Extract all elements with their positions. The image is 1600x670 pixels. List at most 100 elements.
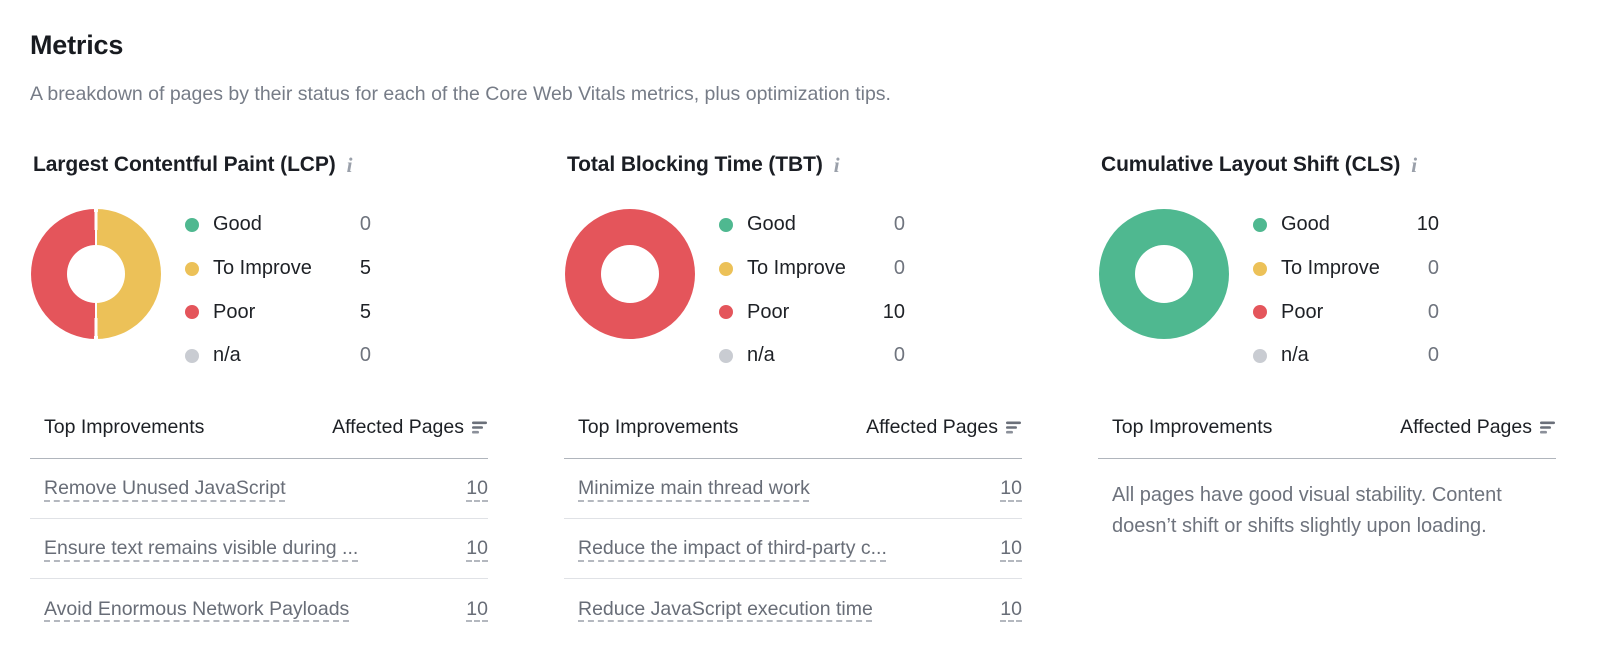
improvements-table: Top Improvements Affected Pages Remove U… bbox=[30, 415, 488, 639]
metric-title-row: Total Blocking Time (TBT) i bbox=[564, 152, 1022, 178]
legend-color-dot bbox=[185, 217, 199, 232]
column-header-affected-pages: Affected Pages bbox=[332, 415, 488, 439]
legend-color-dot bbox=[719, 217, 733, 232]
improvement-link[interactable]: Minimize main thread work bbox=[578, 477, 810, 499]
sort-descending-icon[interactable] bbox=[472, 421, 488, 434]
table-row: Avoid Enormous Network Payloads 10 bbox=[30, 579, 488, 639]
legend-color-dot bbox=[185, 348, 199, 363]
legend-label: Poor bbox=[747, 300, 790, 323]
table-row: Reduce the impact of third-party c... 10 bbox=[564, 519, 1022, 579]
metric-title: Largest Contentful Paint (LCP) bbox=[33, 153, 336, 176]
affected-pages-value[interactable]: 10 bbox=[1000, 597, 1022, 620]
donut-chart[interactable] bbox=[565, 209, 695, 339]
legend-row: To Improve 5 bbox=[185, 247, 371, 291]
donut-chart[interactable] bbox=[31, 209, 161, 339]
metric-title: Total Blocking Time (TBT) bbox=[567, 153, 823, 176]
legend-row: Good 0 bbox=[719, 203, 905, 247]
legend-count: 0 bbox=[893, 344, 905, 367]
legend-count: 0 bbox=[359, 213, 371, 236]
legend-label: Poor bbox=[1281, 300, 1324, 323]
info-icon[interactable]: i bbox=[1411, 153, 1418, 177]
legend-color-dot bbox=[185, 261, 199, 276]
legend-count: 0 bbox=[1427, 257, 1439, 280]
legend-label: To Improve bbox=[747, 257, 846, 280]
metrics-section: Metrics A breakdown of pages by their st… bbox=[30, 30, 1556, 639]
metric-column: Largest Contentful Paint (LCP) i Good 0 … bbox=[30, 152, 488, 639]
legend-count: 0 bbox=[1427, 300, 1439, 323]
affected-pages-value[interactable]: 10 bbox=[1000, 537, 1022, 559]
legend-color-dot bbox=[1253, 305, 1267, 320]
legend-count: 0 bbox=[359, 344, 371, 367]
legend-label: To Improve bbox=[1281, 257, 1380, 280]
sort-descending-icon[interactable] bbox=[1540, 421, 1556, 434]
sort-descending-icon[interactable] bbox=[1006, 421, 1022, 434]
legend-color-dot bbox=[1253, 261, 1267, 276]
status-note: All pages have good visual stability. Co… bbox=[1112, 484, 1502, 537]
page-title: Metrics bbox=[30, 30, 124, 60]
info-icon[interactable]: i bbox=[346, 153, 353, 177]
info-icon[interactable]: i bbox=[833, 153, 840, 177]
metric-title-row: Cumulative Layout Shift (CLS) i bbox=[1098, 152, 1556, 178]
legend-count: 5 bbox=[359, 257, 371, 280]
legend-color-dot bbox=[719, 348, 733, 363]
table-row: Reduce JavaScript execution time 10 bbox=[564, 579, 1022, 639]
legend-row: n/a 0 bbox=[185, 334, 371, 378]
legend-row: Good 10 bbox=[1253, 203, 1439, 247]
chart-legend: Good 0 To Improve 5 Poor 5 bbox=[185, 203, 371, 366]
table-header-row: Top Improvements Affected Pages bbox=[30, 415, 488, 459]
improvement-link[interactable]: Remove Unused JavaScript bbox=[44, 477, 286, 499]
table-row: Remove Unused JavaScript 10 bbox=[30, 459, 488, 519]
table-row: Minimize main thread work 10 bbox=[564, 459, 1022, 519]
donut-row: Good 10 To Improve 0 Poor 0 bbox=[1098, 209, 1556, 366]
legend-count: 0 bbox=[1427, 344, 1439, 367]
legend-count: 10 bbox=[882, 300, 905, 323]
legend-label: Good bbox=[1281, 213, 1330, 236]
legend-row: Poor 10 bbox=[719, 290, 905, 334]
table-header-row: Top Improvements Affected Pages bbox=[564, 415, 1022, 459]
legend-count: 10 bbox=[1416, 213, 1439, 236]
metric-column: Cumulative Layout Shift (CLS) i Good 10 … bbox=[1098, 152, 1556, 639]
page-subtitle: A breakdown of pages by their status for… bbox=[30, 83, 891, 105]
legend-row: Poor 5 bbox=[185, 290, 371, 334]
affected-pages-value[interactable]: 10 bbox=[1000, 477, 1022, 499]
legend-row: To Improve 0 bbox=[1253, 247, 1439, 291]
affected-pages-value[interactable]: 10 bbox=[466, 597, 488, 620]
improvement-link[interactable]: Avoid Enormous Network Payloads bbox=[44, 597, 350, 620]
legend-count: 0 bbox=[893, 213, 905, 236]
legend-label: n/a bbox=[1281, 344, 1309, 367]
legend-label: n/a bbox=[747, 344, 775, 367]
legend-row: Good 0 bbox=[185, 203, 371, 247]
improvement-link[interactable]: Reduce JavaScript execution time bbox=[578, 597, 873, 620]
legend-label: n/a bbox=[213, 344, 241, 367]
legend-label: Good bbox=[747, 213, 796, 236]
column-header-top-improvements: Top Improvements bbox=[578, 416, 739, 438]
legend-color-dot bbox=[1253, 217, 1267, 232]
legend-color-dot bbox=[719, 305, 733, 320]
legend-label: Poor bbox=[213, 300, 256, 323]
legend-color-dot bbox=[719, 261, 733, 276]
affected-pages-value[interactable]: 10 bbox=[466, 537, 488, 559]
column-header-top-improvements: Top Improvements bbox=[1112, 416, 1273, 438]
column-header-affected-pages: Affected Pages bbox=[1400, 415, 1556, 439]
legend-row: Poor 0 bbox=[1253, 290, 1439, 334]
donut-chart[interactable] bbox=[1099, 209, 1229, 339]
affected-pages-value[interactable]: 10 bbox=[466, 477, 488, 499]
donut-row: Good 0 To Improve 5 Poor 5 bbox=[30, 209, 488, 366]
legend-label: Good bbox=[213, 213, 262, 236]
column-header-affected-pages: Affected Pages bbox=[866, 415, 1022, 439]
legend-row: n/a 0 bbox=[1253, 334, 1439, 378]
metric-title-row: Largest Contentful Paint (LCP) i bbox=[30, 152, 488, 178]
metric-column: Total Blocking Time (TBT) i Good 0 To Im… bbox=[564, 152, 1022, 639]
improvement-link[interactable]: Ensure text remains visible during ... bbox=[44, 537, 359, 559]
legend-count: 0 bbox=[893, 257, 905, 280]
chart-legend: Good 0 To Improve 0 Poor 10 bbox=[719, 203, 905, 366]
donut-row: Good 0 To Improve 0 Poor 10 bbox=[564, 209, 1022, 366]
legend-count: 5 bbox=[359, 300, 371, 323]
chart-legend: Good 10 To Improve 0 Poor 0 bbox=[1253, 203, 1439, 366]
table-row: Ensure text remains visible during ... 1… bbox=[30, 519, 488, 579]
legend-color-dot bbox=[1253, 348, 1267, 363]
improvement-link[interactable]: Reduce the impact of third-party c... bbox=[578, 537, 887, 559]
column-header-top-improvements: Top Improvements bbox=[44, 416, 205, 438]
legend-row: n/a 0 bbox=[719, 334, 905, 378]
table-header-row: Top Improvements Affected Pages bbox=[1098, 415, 1556, 459]
